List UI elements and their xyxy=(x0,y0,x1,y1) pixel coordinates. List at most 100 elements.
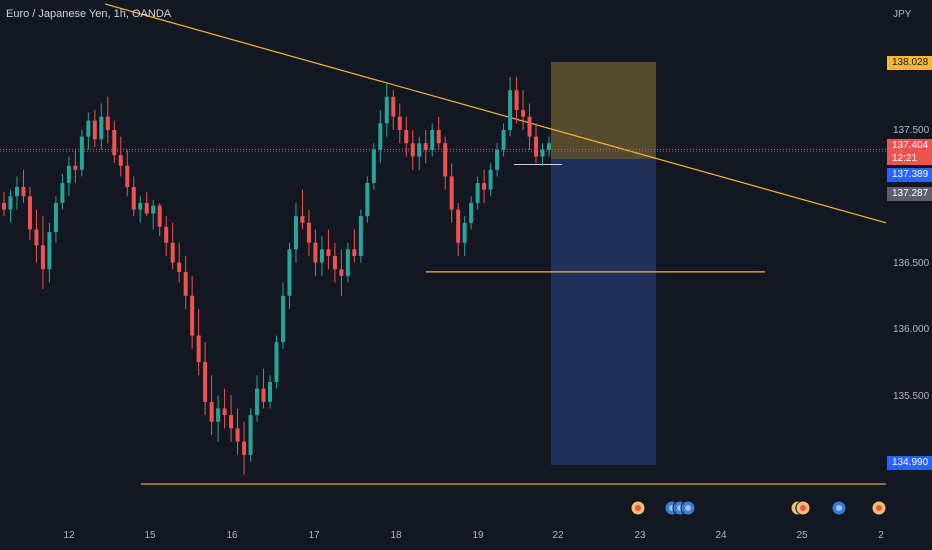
candle-body xyxy=(216,408,221,422)
stop-zone[interactable] xyxy=(551,159,656,465)
event-dot xyxy=(876,505,882,511)
candle xyxy=(358,209,363,263)
trendline xyxy=(104,3,887,224)
candle-body xyxy=(53,202,58,233)
candle-body xyxy=(14,187,19,197)
time-tick-16: 16 xyxy=(226,530,238,541)
time-tick-17: 17 xyxy=(308,530,320,541)
candle-body xyxy=(300,216,305,223)
price-tick-135500: 135.500 xyxy=(893,391,930,402)
candle xyxy=(306,209,311,256)
candle xyxy=(501,123,506,157)
candle-body xyxy=(430,129,435,150)
candle-body xyxy=(47,232,52,270)
time-tick-15: 15 xyxy=(144,530,156,541)
candle xyxy=(47,222,52,283)
candle xyxy=(293,202,298,263)
candle xyxy=(125,149,130,197)
candle xyxy=(177,242,182,283)
candle xyxy=(443,136,448,190)
candle xyxy=(417,136,422,170)
candle-body xyxy=(261,388,266,402)
candle-body xyxy=(144,202,149,214)
candle-series xyxy=(2,76,551,475)
candle-body xyxy=(170,242,175,263)
target-zone[interactable] xyxy=(551,62,656,159)
candle-body xyxy=(371,149,376,184)
candle xyxy=(27,187,32,241)
candle xyxy=(508,76,513,137)
coin-icon xyxy=(831,500,847,516)
candle xyxy=(79,129,84,177)
candle xyxy=(540,143,545,166)
drawing-lines xyxy=(0,3,887,485)
candle xyxy=(203,342,208,416)
time-tick-26-partial: 2 xyxy=(878,530,884,541)
time-tick-24: 24 xyxy=(715,530,727,541)
candle xyxy=(280,282,285,349)
candle xyxy=(371,143,376,190)
candle-body xyxy=(488,169,493,190)
candle-body xyxy=(508,90,513,130)
candle-body xyxy=(125,165,130,188)
candle-body xyxy=(397,116,402,130)
candle-body xyxy=(313,242,318,263)
candle xyxy=(229,395,234,442)
candle xyxy=(495,143,500,177)
candle xyxy=(456,202,461,256)
candle xyxy=(404,116,409,157)
candle xyxy=(475,176,480,210)
candle-body xyxy=(21,187,26,197)
candle-body xyxy=(462,222,467,243)
candle xyxy=(384,83,389,137)
candle xyxy=(423,129,428,164)
candle xyxy=(268,375,273,409)
candle-body xyxy=(365,183,370,217)
candle-body xyxy=(79,136,84,170)
candle-body xyxy=(404,129,409,144)
candle xyxy=(112,120,117,164)
candle xyxy=(157,202,162,237)
candle-body xyxy=(118,155,123,166)
time-axis-panel xyxy=(0,520,886,550)
candle-body xyxy=(60,183,65,203)
candle-body xyxy=(222,408,227,416)
candle-body xyxy=(138,202,143,210)
candle xyxy=(391,90,396,130)
current-price-badge: 137.404 xyxy=(887,139,932,152)
candle-body xyxy=(203,362,208,402)
candle xyxy=(14,176,19,210)
candle xyxy=(397,103,402,144)
event-dot xyxy=(800,505,806,511)
candle-body xyxy=(183,271,188,296)
price-tick-136500: 136.500 xyxy=(893,258,930,269)
candle xyxy=(248,408,253,462)
candle-body xyxy=(384,96,389,124)
candle-body xyxy=(8,196,13,210)
candle-body xyxy=(358,216,363,256)
candle-body xyxy=(287,249,292,296)
candle-body xyxy=(449,176,454,210)
candle xyxy=(274,335,279,389)
candle-body xyxy=(527,116,532,137)
candle xyxy=(547,136,551,157)
stop-price-badge: 134.990 xyxy=(887,456,932,470)
candle-body xyxy=(255,388,260,416)
candle-body xyxy=(410,143,415,157)
candle xyxy=(73,149,78,184)
candle xyxy=(436,116,441,150)
candle xyxy=(242,421,247,475)
time-tick-18: 18 xyxy=(390,530,402,541)
chart-area xyxy=(0,0,886,520)
price-tick-136000: 136.000 xyxy=(893,324,930,335)
candle xyxy=(488,163,493,197)
symbol-title[interactable]: Euro / Japanese Yen, 1h, OANDA xyxy=(6,8,172,20)
candle xyxy=(53,196,58,243)
time-tick-22: 22 xyxy=(552,530,564,541)
candle xyxy=(339,249,344,296)
bar-countdown-badge: 12:21 xyxy=(887,152,932,165)
candle-body xyxy=(112,129,117,156)
flag-icon xyxy=(795,500,811,516)
candle xyxy=(514,76,519,124)
